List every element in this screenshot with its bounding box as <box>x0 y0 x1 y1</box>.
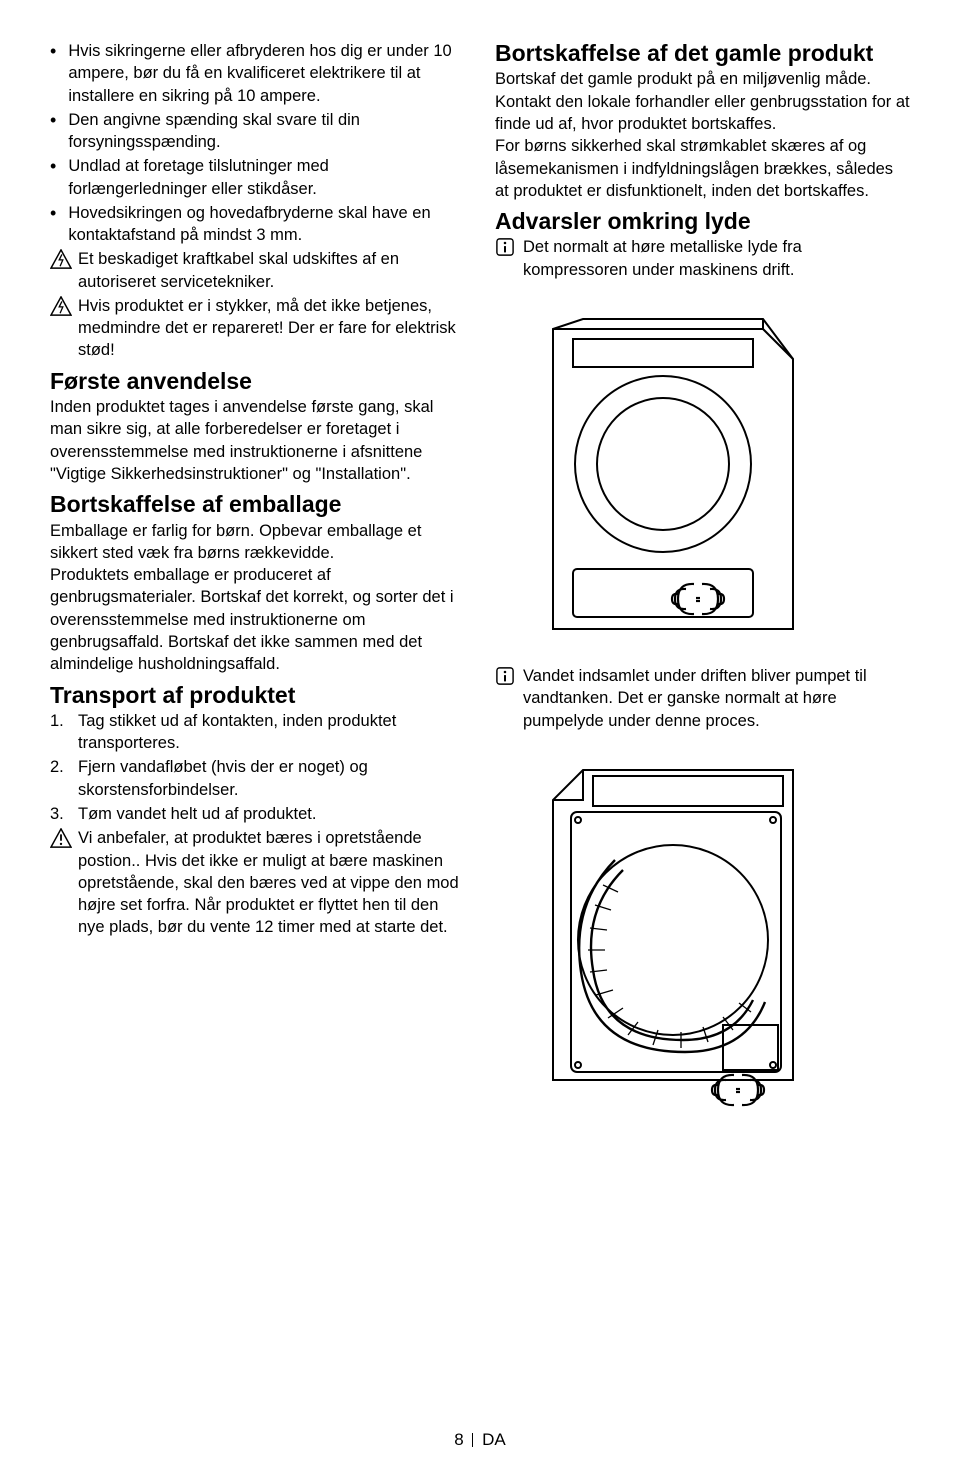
heading-old-product-disposal: Bortskaffelse af det gamle produkt <box>495 40 910 66</box>
warning-text: Et beskadiget kraftkabel skal udskiftes … <box>78 248 465 293</box>
warning-text: Hvis produktet er i stykker, må det ikke… <box>78 295 465 362</box>
electric-warning-1: Et beskadiget kraftkabel skal udskiftes … <box>50 248 465 293</box>
bullet-item: Den angivne spænding skal svare til din … <box>50 109 465 154</box>
electric-hazard-icon <box>50 249 72 269</box>
info-icon <box>495 238 515 256</box>
heading-first-use: Første anvendelse <box>50 368 465 394</box>
electric-hazard-icon <box>50 296 72 316</box>
bullet-item: Hovedsikringen og hovedafbryderne skal h… <box>50 202 465 247</box>
step-text: Tag stikket ud af kontakten, inden produ… <box>78 710 465 755</box>
dryer-back-illustration <box>523 740 853 1110</box>
bullet-item: Hvis sikringerne eller afbryderen hos di… <box>50 40 465 107</box>
info-pump-sound: Vandet indsamlet under driften bliver pu… <box>495 665 910 732</box>
step-number: 2. <box>50 756 78 801</box>
list-item: 1.Tag stikket ud af kontakten, inden pro… <box>50 710 465 755</box>
page-lang: DA <box>482 1430 506 1449</box>
list-item: 3.Tøm vandet helt ud af produktet. <box>50 803 465 825</box>
dryer-front-illustration <box>523 289 853 659</box>
bullet-text: Hvis sikringerne eller afbryderen hos di… <box>68 40 465 107</box>
info-text: Vandet indsamlet under driften bliver pu… <box>523 665 910 732</box>
heading-transport: Transport af produktet <box>50 682 465 708</box>
info-compressor-sound: Det normalt at høre metalliske lyde fra … <box>495 236 910 281</box>
info-text: Det normalt at høre metalliske lyde fra … <box>523 236 910 281</box>
paragraph-packaging-disposal: Emballage er farlig for børn. Opbevar em… <box>50 520 465 676</box>
bullet-text: Den angivne spænding skal svare til din … <box>68 109 465 154</box>
step-text: Tøm vandet helt ud af produktet. <box>78 803 316 825</box>
page-footer: 8 DA <box>0 1430 960 1450</box>
bullet-text: Hovedsikringen og hovedafbryderne skal h… <box>68 202 465 247</box>
caution-text: Vi anbefaler, at produktet bæres i opret… <box>78 827 465 938</box>
caution-icon <box>50 828 72 848</box>
paragraph-old-product-disposal: Bortskaf det gamle produkt på en miljøve… <box>495 68 910 202</box>
step-number: 3. <box>50 803 78 825</box>
list-item: 2.Fjern vandafløbet (hvis der er noget) … <box>50 756 465 801</box>
page-number: 8 <box>454 1430 463 1449</box>
heading-sound-warnings: Advarsler omkring lyde <box>495 208 910 234</box>
bullet-text: Undlad at foretage tilslutninger med for… <box>68 155 465 200</box>
electric-warning-2: Hvis produktet er i stykker, må det ikke… <box>50 295 465 362</box>
heading-packaging-disposal: Bortskaffelse af emballage <box>50 491 465 517</box>
paragraph-first-use: Inden produktet tages i anvendelse først… <box>50 396 465 485</box>
info-icon <box>495 667 515 685</box>
transport-steps: 1.Tag stikket ud af kontakten, inden pro… <box>50 710 465 825</box>
footer-divider <box>472 1433 473 1447</box>
intro-bullets: Hvis sikringerne eller afbryderen hos di… <box>50 40 465 246</box>
bullet-item: Undlad at foretage tilslutninger med for… <box>50 155 465 200</box>
caution-transport: Vi anbefaler, at produktet bæres i opret… <box>50 827 465 938</box>
step-number: 1. <box>50 710 78 755</box>
step-text: Fjern vandafløbet (hvis der er noget) og… <box>78 756 465 801</box>
